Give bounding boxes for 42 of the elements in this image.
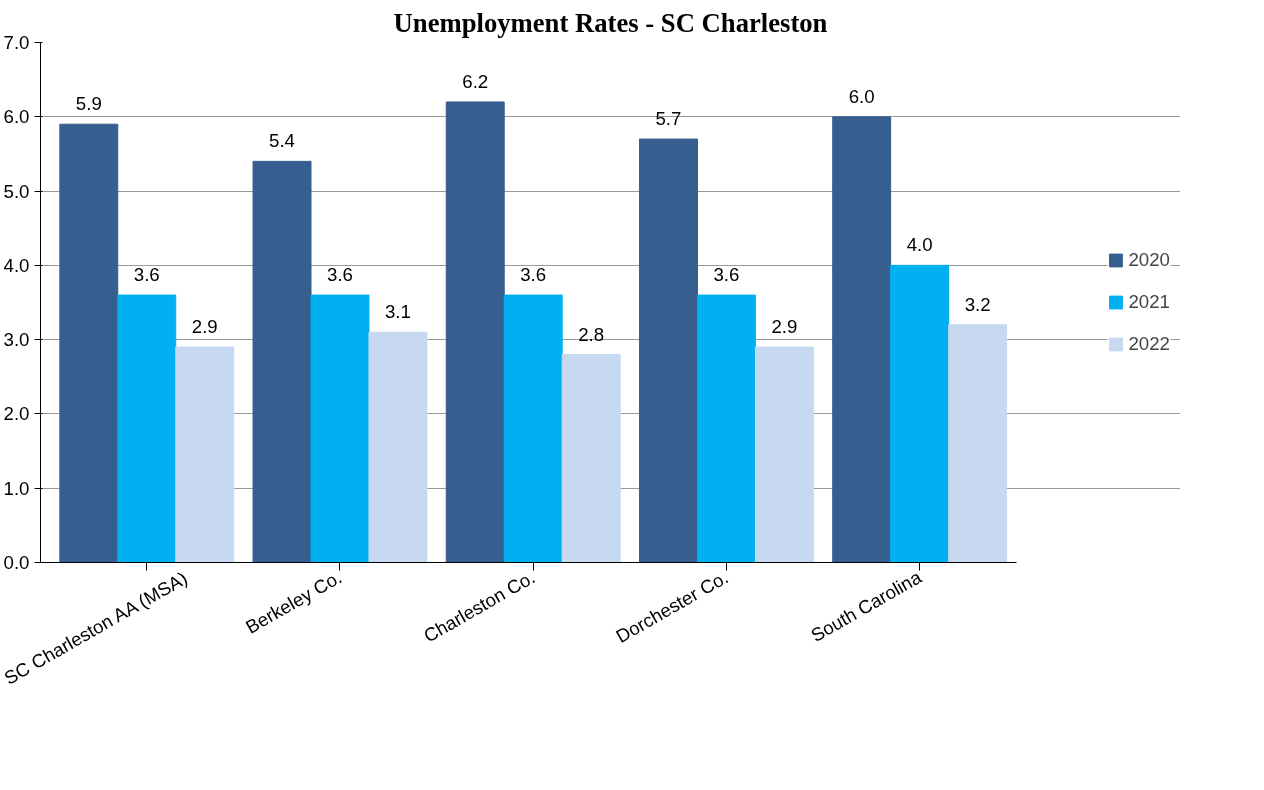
bar xyxy=(175,346,235,563)
data-label: 5.7 xyxy=(655,108,682,130)
bar xyxy=(948,324,1008,563)
bar xyxy=(368,331,428,563)
y-tick-label: 3.0 xyxy=(3,329,30,351)
y-tick-label: 5.0 xyxy=(3,180,30,202)
chart-title: Unemployment Rates - SC Charleston xyxy=(393,7,828,38)
legend-label: 2021 xyxy=(1128,291,1170,313)
y-tick-label: 4.0 xyxy=(3,254,30,276)
legend-label: 2022 xyxy=(1128,333,1170,355)
bar xyxy=(754,346,814,563)
bar xyxy=(561,354,621,563)
bar xyxy=(638,138,698,563)
data-label: 2.9 xyxy=(771,316,798,338)
data-label: 6.0 xyxy=(848,85,875,107)
bar xyxy=(503,294,563,563)
data-label: 3.6 xyxy=(713,264,740,286)
bar xyxy=(832,116,892,563)
bar xyxy=(252,160,312,563)
data-label: 5.4 xyxy=(269,130,295,152)
data-label: 3.6 xyxy=(520,264,547,286)
bar xyxy=(117,294,177,563)
data-label: 4.0 xyxy=(906,234,933,256)
y-tick-label: 2.0 xyxy=(3,403,30,425)
data-label: 2.8 xyxy=(578,323,605,345)
y-tick-label: 0.0 xyxy=(3,552,30,573)
bar xyxy=(890,264,950,563)
data-label: 3.6 xyxy=(133,264,160,286)
bar xyxy=(445,101,505,563)
y-tick-label: 1.0 xyxy=(3,477,30,499)
legend-label: 2020 xyxy=(1128,249,1170,271)
bar xyxy=(696,294,756,563)
y-tick-label: 7.0 xyxy=(3,32,30,53)
data-label: 5.9 xyxy=(75,93,102,115)
bar xyxy=(310,294,370,563)
y-tick-label: 6.0 xyxy=(3,106,30,128)
data-label: 3.1 xyxy=(384,301,411,323)
data-label: 3.6 xyxy=(327,264,353,286)
data-label: 3.2 xyxy=(964,293,991,315)
data-label: 2.9 xyxy=(191,316,218,338)
bar xyxy=(59,123,119,563)
data-label: 6.2 xyxy=(462,70,489,92)
